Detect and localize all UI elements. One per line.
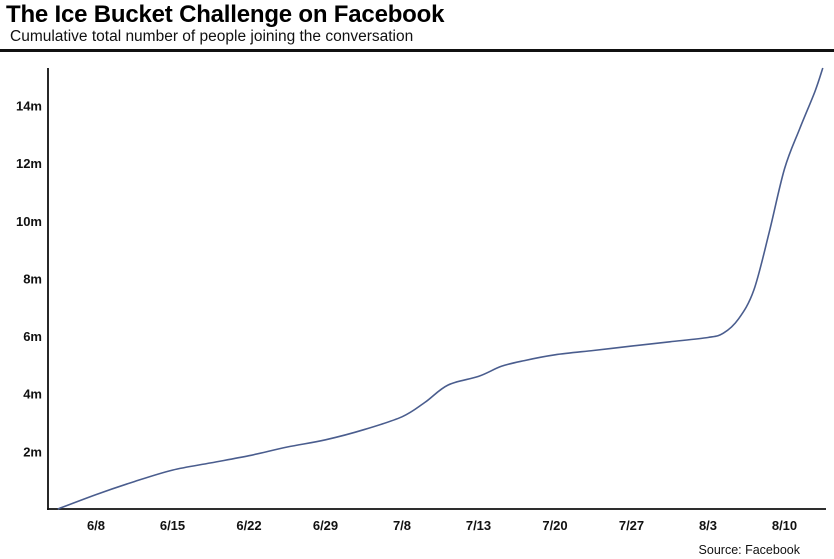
x-tick-label: 8/10 (772, 518, 797, 533)
y-tick-label: 2m (23, 444, 42, 459)
x-tick-label: 6/8 (87, 518, 105, 533)
chart-subtitle: Cumulative total number of people joinin… (10, 28, 414, 45)
x-axis-ticks: 6/8 6/15 6/22 6/29 7/8 7/13 7/20 7/27 8/3 8/10 (87, 518, 797, 533)
series-line (57, 67, 824, 510)
y-tick-label: 6m (23, 329, 42, 344)
x-tick-label: 7/27 (619, 518, 644, 533)
y-tick-label: 4m (23, 387, 42, 402)
x-tick-label: 7/20 (542, 518, 567, 533)
source-note: Source: Facebook (698, 543, 800, 557)
x-tick-label: 7/8 (393, 518, 411, 533)
x-tick-label: 6/15 (160, 518, 185, 533)
x-tick-label: 8/3 (699, 518, 717, 533)
x-tick-label: 6/22 (236, 518, 261, 533)
chart-axes (47, 68, 826, 510)
header-rule (0, 49, 834, 52)
chart-title: The Ice Bucket Challenge on Facebook (6, 1, 445, 28)
y-tick-label: 14m (16, 98, 42, 113)
y-axis-ticks: 2m 4m 6m 8m 10m 12m 14m (16, 98, 42, 459)
y-tick-label: 8m (23, 271, 42, 286)
series-group (57, 67, 824, 510)
y-tick-label: 12m (16, 156, 42, 171)
x-tick-label: 6/29 (313, 518, 338, 533)
x-tick-label: 7/13 (466, 518, 491, 533)
y-tick-label: 10m (16, 214, 42, 229)
